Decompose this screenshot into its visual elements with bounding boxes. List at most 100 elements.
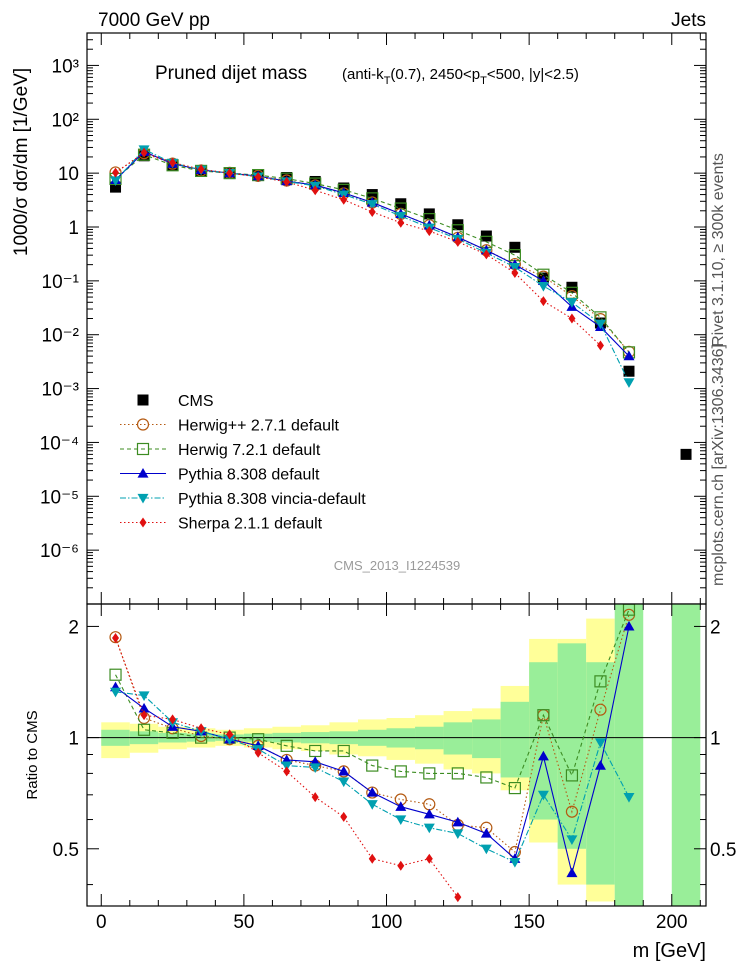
data-point <box>511 267 519 278</box>
data-point <box>454 236 462 247</box>
y-tick-label: 10⁻² <box>42 326 80 347</box>
data-point <box>169 157 177 168</box>
legend-label: Sherpa 2.1.1 default <box>178 516 323 533</box>
ratio-point <box>140 710 148 721</box>
x-tick-label: 50 <box>233 912 254 933</box>
ratio-point <box>395 801 407 811</box>
data-point <box>112 167 120 178</box>
ratio-point <box>508 781 521 795</box>
ratio-point <box>311 792 319 803</box>
y-tick-label: 10³ <box>52 56 79 77</box>
main-panel: 10⁻⁶ 10⁻⁵ 10⁻⁴ 10⁻³ 10⁻² 10⁻¹ 1 10 10² 10³ <box>40 32 707 605</box>
data-point <box>395 211 407 222</box>
data-point <box>110 181 122 193</box>
ratio-point <box>169 714 177 725</box>
ratio-point <box>397 860 405 871</box>
mcplots-label: mcplots.cern.ch [arXiv:1306.3436] <box>710 344 727 586</box>
legend-label: Pythia 8.308 default <box>178 467 320 484</box>
uncertainty-band-stat <box>671 604 701 906</box>
series-line <box>115 152 601 346</box>
series-line <box>115 151 630 357</box>
uncertainty-band-stat <box>472 719 501 759</box>
ratio-point <box>594 760 606 770</box>
y-tick-label: 10⁻⁴ <box>40 433 79 454</box>
data-point <box>283 176 291 187</box>
ratio-line <box>115 609 630 789</box>
y-tick-label: 10⁻⁶ <box>40 541 79 562</box>
main-y-axis-label: 1000/σ dσ/dm [1/GeV] <box>11 68 32 256</box>
series-line <box>115 152 630 353</box>
ratio-point <box>109 668 122 681</box>
data-point <box>397 217 405 228</box>
ratio-point <box>480 827 492 838</box>
ratio-point <box>395 815 407 826</box>
x-tick-label: 200 <box>656 912 688 933</box>
legend-label: Pythia 8.308 vincia-default <box>178 491 366 508</box>
ratio-point <box>112 633 120 644</box>
rivet-label: Rivet 3.1.10, ≥ 300k events <box>710 153 727 347</box>
ratio-point <box>537 790 549 801</box>
x-axis-label: m [GeV] <box>633 940 706 962</box>
ratio-point <box>565 769 579 782</box>
series-line <box>115 148 630 383</box>
uncertainty-band-stat <box>586 662 615 885</box>
ratio-point <box>338 777 350 788</box>
ratio-point <box>565 805 579 818</box>
data-point <box>568 313 576 324</box>
ratio-point <box>366 800 378 810</box>
data-point <box>197 164 205 175</box>
data-point <box>254 171 262 182</box>
ratio-point <box>451 767 464 780</box>
ratio-y-tick-label: 2 <box>68 617 79 638</box>
ratio-point <box>537 709 550 722</box>
ratio-y-tick-label: 0.5 <box>53 840 79 861</box>
chart-subtitle: (anti-kT(0.7), 2450<pT<500, |y|<2.5) <box>342 66 579 87</box>
header-right: Jets <box>671 10 706 31</box>
chart-title: Pruned dijet mass <box>155 63 307 84</box>
ratio-point <box>309 763 321 773</box>
ratio-point <box>338 765 350 776</box>
ratio-point <box>423 808 435 819</box>
ratio-point <box>566 835 578 845</box>
ratio-point <box>537 750 549 761</box>
ratio-point <box>509 858 521 868</box>
ratio-point <box>594 675 607 688</box>
ratio-y-tick-label-right: 2 <box>710 617 721 638</box>
ratio-point <box>368 853 376 864</box>
uncertainty-band-stat <box>557 643 587 849</box>
data-point <box>226 168 234 179</box>
ratio-point <box>226 729 234 740</box>
ratio-point <box>423 798 436 811</box>
data-point <box>623 365 635 377</box>
data-point <box>366 189 378 201</box>
y-tick-label: 10 <box>58 164 79 185</box>
ratio-panel: 0 50 100 150 200 0.5 1 2 0.5 1 2 <box>53 603 736 933</box>
ratio-point <box>454 892 462 903</box>
legend-marker <box>139 517 147 528</box>
ratio-y-axis-label: Ratio to CMS <box>24 710 41 799</box>
ratio-point <box>224 735 236 745</box>
data-point <box>623 378 635 388</box>
ratio-point <box>452 816 464 827</box>
uncertainty-band-stat <box>500 701 530 778</box>
x-tick-label: 100 <box>371 912 403 933</box>
data-point <box>482 249 490 260</box>
ratio-y-tick-label-right: 0.5 <box>710 840 736 861</box>
ratio-point <box>138 702 150 713</box>
ratio-point <box>340 811 348 822</box>
legend: CMS Herwig++ 2.7.1 default Herwig 7.2.1 de… <box>120 393 366 533</box>
data-point <box>566 298 578 308</box>
legend-marker <box>136 442 150 456</box>
x-tick-label: 0 <box>96 912 107 933</box>
header-left: 7000 GeV pp <box>98 10 210 31</box>
data-point <box>110 176 122 187</box>
ratio-y-tick-label: 1 <box>68 729 79 750</box>
ratio-point <box>394 765 407 778</box>
y-tick-label: 10⁻¹ <box>42 272 80 293</box>
ratio-point <box>452 829 464 839</box>
uncertainty-band-stat <box>614 604 644 906</box>
ratio-point <box>138 691 150 702</box>
ratio-point <box>423 823 435 834</box>
legend-label: Herwig++ 2.7.1 default <box>178 418 340 435</box>
